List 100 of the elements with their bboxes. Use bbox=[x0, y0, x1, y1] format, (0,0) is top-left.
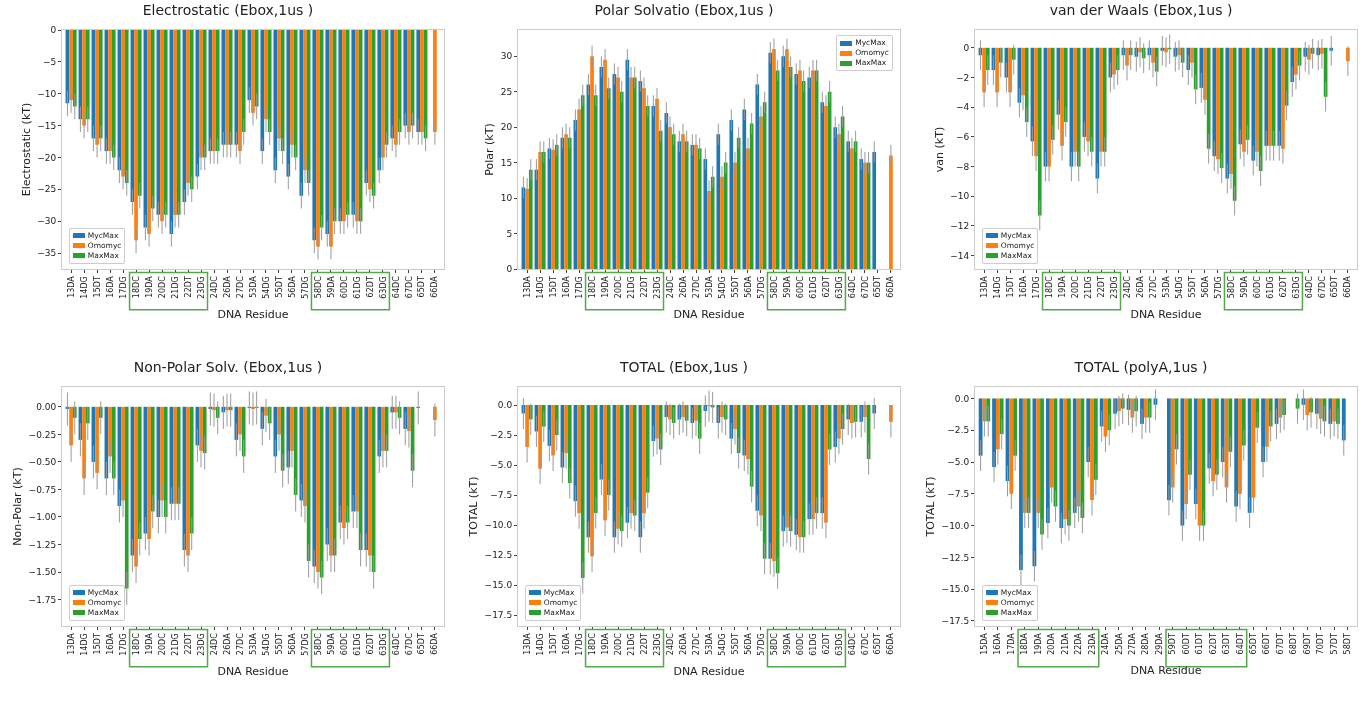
x-tick-label: 19DA bbox=[600, 632, 610, 655]
x-tick-label: 17DG bbox=[118, 633, 128, 656]
bar bbox=[733, 162, 737, 269]
x-tick-label: 63DT bbox=[1222, 633, 1232, 655]
x-tick-label: 29DA bbox=[1154, 632, 1164, 655]
bar bbox=[798, 70, 802, 269]
y-tick-label: −1.50 bbox=[28, 567, 57, 578]
x-tick-label: 55DT bbox=[730, 276, 740, 298]
y-tick-label: −25 bbox=[37, 184, 57, 195]
x-tick-label: 68DT bbox=[1289, 633, 1299, 655]
x-tick-label: 64DC bbox=[1304, 275, 1314, 299]
y-axis-title: TOTAL (kT) bbox=[467, 476, 481, 538]
y-tick-label: −5.0 bbox=[947, 457, 970, 468]
x-tick-label: 62DT bbox=[365, 276, 375, 298]
x-tick-label: 17DA bbox=[1006, 632, 1016, 655]
x-tick-label: 16DA bbox=[1018, 275, 1028, 298]
x-tick-label: 67DC bbox=[1317, 275, 1327, 299]
x-tick-label: 15DT bbox=[92, 276, 102, 298]
x-tick-label: 20DC bbox=[157, 632, 167, 656]
y-tick-label: 20 bbox=[500, 122, 513, 133]
bar bbox=[729, 120, 734, 269]
x-tick-label: 15DA bbox=[980, 632, 990, 655]
bar bbox=[697, 148, 702, 269]
x-tick-label: 19DA bbox=[144, 275, 154, 298]
x-tick-label: 65DT bbox=[873, 276, 883, 298]
bar bbox=[746, 148, 750, 269]
x-tick-label: 19DA bbox=[1033, 632, 1043, 655]
x-tick-label: 57DG bbox=[300, 633, 310, 656]
bar bbox=[616, 77, 620, 269]
x-tick-label: 67DC bbox=[860, 632, 870, 656]
x-tick-label: 56DA bbox=[287, 275, 297, 298]
x-tick-label: 26DA bbox=[678, 275, 688, 298]
y-tick-label: −0.25 bbox=[28, 429, 57, 440]
bar bbox=[642, 88, 646, 269]
bar bbox=[785, 49, 789, 269]
y-tick-label: −1.25 bbox=[28, 539, 57, 550]
y-tick-label: −12.5 bbox=[941, 552, 970, 563]
x-tick-label: 19DA bbox=[144, 632, 154, 655]
y-axis-title: van (kT) bbox=[932, 126, 946, 173]
x-tick-label: 23DG bbox=[652, 633, 662, 656]
x-tick-label: 66DA bbox=[886, 632, 896, 655]
x-tick-label: 70DT bbox=[1316, 633, 1326, 655]
x-tick-label: 62DT bbox=[1208, 633, 1218, 655]
bar bbox=[580, 95, 585, 269]
y-tick-label: −8 bbox=[955, 161, 970, 172]
y-tick-label: −17.5 bbox=[484, 610, 513, 621]
x-tick-label: 65DT bbox=[1249, 633, 1259, 655]
x-tick-label: 16DA bbox=[993, 632, 1003, 655]
x-tick-label: 17DG bbox=[574, 276, 584, 299]
bar bbox=[703, 159, 708, 269]
x-tick-label: 23DG bbox=[652, 276, 662, 299]
x-tick-label: 64DT bbox=[1235, 633, 1245, 655]
x-tick-label: 58DT bbox=[1343, 633, 1353, 655]
y-tick-label: 5 bbox=[506, 228, 513, 239]
y-tick-label: −15.0 bbox=[941, 584, 970, 595]
x-tick-label: 15DT bbox=[92, 633, 102, 655]
bar bbox=[645, 105, 650, 269]
x-axis-title: DNA Residue bbox=[673, 664, 745, 678]
x-tick-label: 54DG bbox=[717, 276, 727, 299]
y-tick-label: −10 bbox=[37, 88, 57, 99]
x-tick-label: 17DG bbox=[1031, 276, 1041, 299]
x-tick-label: 65DT bbox=[417, 633, 427, 655]
x-tick-label: 22DA bbox=[1074, 632, 1084, 655]
x-tick-label: 53DA bbox=[1161, 275, 1171, 298]
x-tick-label: 16DA bbox=[105, 275, 115, 298]
bar bbox=[564, 134, 568, 269]
y-tick-label: −12.5 bbox=[484, 550, 513, 561]
x-tick-label: 57DG bbox=[300, 276, 310, 299]
x-tick-label: 60DC bbox=[795, 275, 805, 299]
x-tick-label: 58DC bbox=[1226, 275, 1236, 299]
bar bbox=[658, 130, 663, 269]
x-tick-label: 18DA bbox=[1020, 632, 1030, 655]
y-tick-label: −7.5 bbox=[947, 488, 970, 499]
x-tick-label: 28DA bbox=[1141, 632, 1151, 655]
x-tick-label: 21DA bbox=[1060, 632, 1070, 655]
x-tick-label: 67DC bbox=[404, 275, 414, 299]
bar bbox=[603, 59, 607, 269]
x-tick-label: 18DC bbox=[587, 275, 597, 299]
bar bbox=[593, 95, 598, 269]
x-tick-label: 22DT bbox=[639, 276, 649, 298]
y-tick-label: 15 bbox=[500, 157, 513, 168]
bar bbox=[742, 109, 747, 269]
x-tick-label: 14DG bbox=[535, 276, 545, 299]
y-tick-label: −5.0 bbox=[490, 460, 513, 471]
x-tick-label: 23DG bbox=[196, 633, 206, 656]
x-tick-label: 57DG bbox=[756, 633, 766, 656]
x-tick-label: 13DA bbox=[522, 632, 532, 655]
x-tick-label: 27DC bbox=[1148, 275, 1158, 299]
x-tick-label: 26DA bbox=[1135, 275, 1145, 298]
x-tick-label: 55DT bbox=[730, 633, 740, 655]
x-axis-title: DNA Residue bbox=[673, 307, 745, 321]
bar bbox=[668, 127, 672, 269]
chart-title: van der Waals (Ebox,1us ) bbox=[1049, 2, 1233, 19]
bar bbox=[629, 77, 633, 269]
bar bbox=[551, 149, 555, 269]
x-tick-label: 59DA bbox=[782, 632, 792, 655]
y-tick-label: 0.0 bbox=[497, 400, 513, 411]
x-tick-label: 22DT bbox=[639, 633, 649, 655]
x-tick-label: 20DC bbox=[613, 632, 623, 656]
x-tick-label: 19DA bbox=[1057, 275, 1067, 298]
